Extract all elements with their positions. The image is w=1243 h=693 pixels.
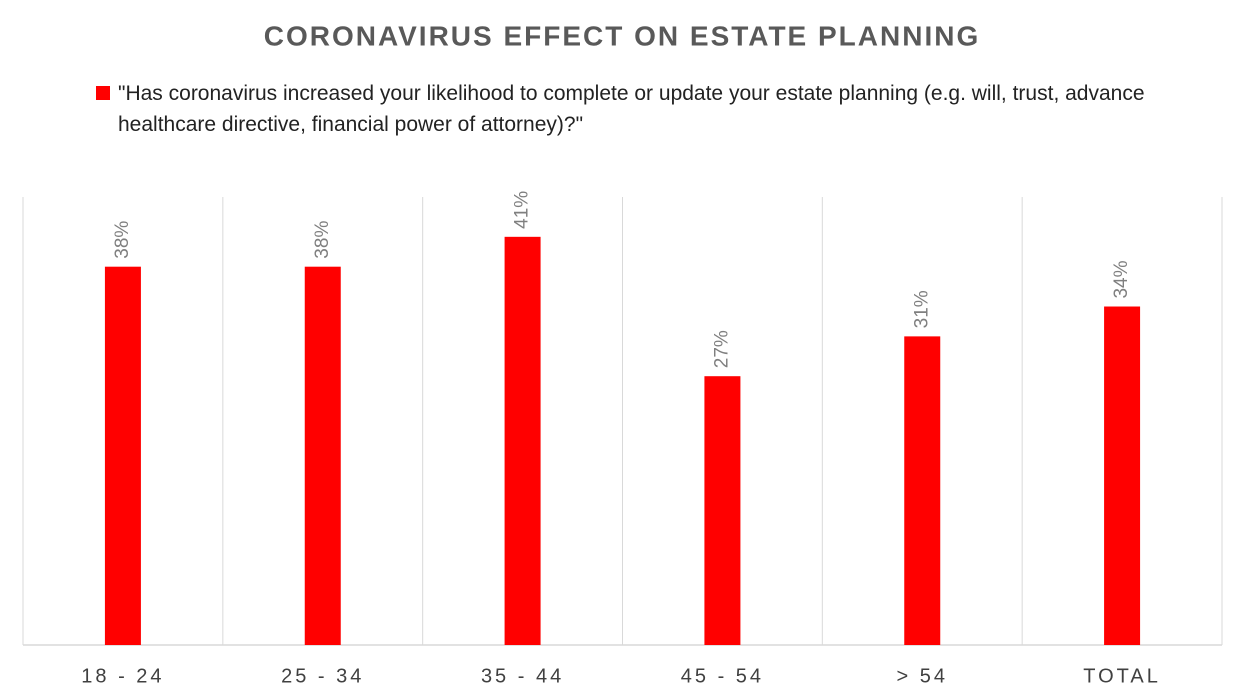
bar [304, 266, 341, 645]
bar [1104, 306, 1141, 645]
legend: "Has coronavirus increased your likeliho… [96, 78, 1176, 140]
bar [704, 376, 741, 645]
x-tick-label: 35 - 44 [481, 665, 564, 687]
data-label: 27% [711, 330, 732, 368]
legend-label: "Has coronavirus increased your likeliho… [118, 82, 1145, 136]
x-tick-label: > 54 [897, 665, 948, 687]
x-tick-label: TOTAL [1083, 665, 1161, 687]
data-label: 38% [112, 221, 133, 259]
x-tick-label: 45 - 54 [681, 665, 764, 687]
legend-swatch [96, 86, 110, 100]
bar [904, 336, 941, 645]
data-label: 31% [911, 290, 932, 328]
x-tick-label: 25 - 34 [281, 665, 364, 687]
data-label: 34% [1111, 260, 1132, 298]
data-label: 41% [512, 191, 533, 229]
bar [104, 266, 141, 645]
data-label: 38% [312, 221, 333, 259]
chart-title: CORONAVIRUS EFFECT ON ESTATE PLANNING [264, 20, 980, 51]
bar [504, 236, 541, 646]
x-tick-label: 18 - 24 [81, 665, 164, 687]
